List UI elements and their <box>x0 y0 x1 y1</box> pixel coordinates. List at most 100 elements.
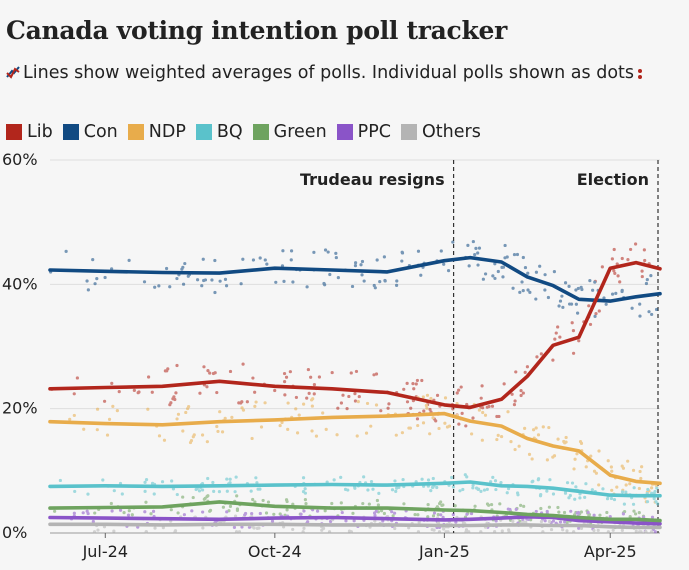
poll-dot <box>521 289 525 293</box>
poll-dot <box>280 420 284 425</box>
poll-dot <box>175 492 179 497</box>
poll-dot <box>305 285 309 289</box>
poll-dot <box>639 476 643 481</box>
poll-dot <box>590 488 594 492</box>
poll-dot <box>611 528 615 532</box>
poll-dot <box>303 491 307 495</box>
poll-dot <box>85 279 89 283</box>
poll-dot <box>637 486 641 491</box>
poll-dot <box>206 476 210 481</box>
poll-dot <box>86 288 90 292</box>
poll-dot <box>153 285 157 289</box>
poll-dot <box>493 479 498 483</box>
poll-dot <box>103 275 107 280</box>
poll-dot <box>495 437 499 442</box>
poll-dot <box>252 526 256 530</box>
poll-dot <box>375 258 379 262</box>
poll-dot <box>609 496 614 501</box>
poll-dot <box>407 526 411 530</box>
poll-dot <box>630 306 634 310</box>
poll-dot <box>526 288 530 292</box>
poll-dot <box>320 528 324 532</box>
poll-dot <box>241 362 245 366</box>
poll-dot <box>165 266 169 271</box>
poll-dot <box>584 465 588 469</box>
poll-dot <box>428 407 432 412</box>
annotation-label: Trudeau resigns <box>300 170 445 189</box>
poll-dot <box>323 509 327 513</box>
poll-dot <box>563 491 568 495</box>
poll-dot <box>512 252 517 257</box>
poll-dot <box>402 387 406 391</box>
poll-dot <box>419 273 423 277</box>
poll-dot <box>376 503 380 507</box>
poll-dot <box>239 282 243 286</box>
poll-dot <box>570 481 575 485</box>
poll-dot <box>211 371 216 376</box>
poll-dot <box>485 405 489 409</box>
poll-dot <box>189 439 194 443</box>
legend-label: BQ <box>216 122 243 142</box>
poll-dot <box>309 375 313 379</box>
poll-dot <box>96 528 100 532</box>
poll-dot <box>344 519 348 523</box>
poll-dot <box>245 400 249 404</box>
poll-dot <box>646 487 650 492</box>
poll-dot <box>511 286 515 290</box>
poll-dot <box>416 249 421 253</box>
poll-dot <box>473 253 477 257</box>
poll-dot <box>615 485 619 489</box>
poll-dot <box>471 483 475 487</box>
poll-dot <box>234 530 239 534</box>
poll-dot <box>383 279 387 283</box>
poll-dot <box>336 276 340 280</box>
poll-dot <box>326 250 330 254</box>
poll-dot <box>543 519 547 523</box>
poll-dot <box>146 407 150 411</box>
poll-dot <box>239 401 243 405</box>
poll-dot <box>270 519 275 523</box>
poll-dot <box>446 269 451 273</box>
series-line-ppc <box>48 515 662 526</box>
poll-dot <box>168 285 172 289</box>
poll-dot <box>439 500 443 504</box>
poll-dot <box>490 404 495 408</box>
poll-dot <box>379 409 383 413</box>
series-line-ndp <box>48 411 662 486</box>
poll-dot <box>610 469 614 473</box>
poll-dot <box>649 273 653 278</box>
poll-dot <box>576 311 580 315</box>
poll-dot <box>373 519 377 523</box>
poll-dot <box>198 391 202 395</box>
poll-dot <box>301 530 305 534</box>
poll-dot <box>474 246 478 250</box>
poll-dot <box>482 488 487 492</box>
poll-dot <box>626 257 630 262</box>
poll-dot <box>372 373 376 377</box>
poll-dot <box>413 512 417 517</box>
poll-dot <box>467 264 471 268</box>
poll-dot <box>424 403 428 408</box>
poll-dot <box>302 509 306 513</box>
poll-dot <box>171 487 176 491</box>
poll-dot <box>210 278 214 282</box>
poll-dot <box>256 487 260 491</box>
poll-dot <box>473 504 477 508</box>
poll-dot <box>569 302 574 306</box>
poll-dot <box>93 511 97 515</box>
poll-dot <box>345 406 349 411</box>
poll-dot <box>485 487 489 492</box>
poll-dot <box>339 401 344 405</box>
poll-dot <box>610 257 614 261</box>
poll-dot <box>387 402 391 406</box>
dots-icon <box>638 69 643 79</box>
poll-dot <box>586 510 590 515</box>
poll-dot <box>461 487 465 492</box>
poll-dot <box>650 312 654 317</box>
poll-dot <box>435 485 439 490</box>
poll-dot <box>451 485 456 489</box>
poll-dot <box>307 391 311 395</box>
poll-dot <box>649 530 654 534</box>
poll-dot <box>628 515 632 519</box>
poll-dot <box>618 280 622 284</box>
